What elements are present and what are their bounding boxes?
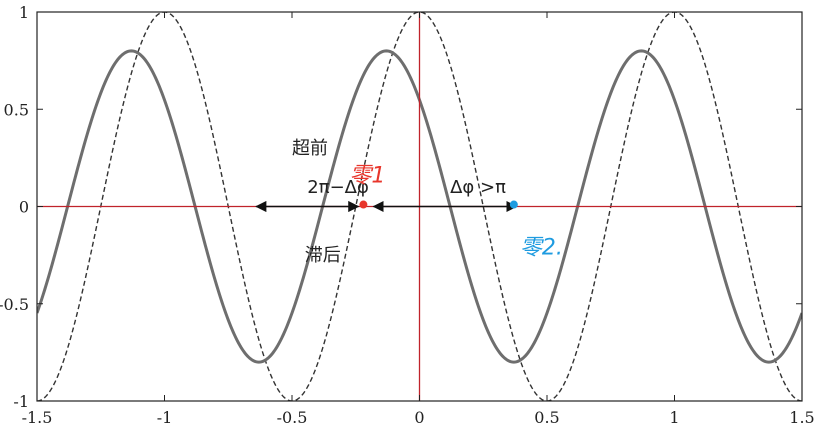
annotation-label-0: 超前 <box>292 138 328 159</box>
y-tick-label-0: -1 <box>13 392 29 411</box>
x-tick-label-2: -0.5 <box>277 408 308 427</box>
annotation-label-2: Δφ >π <box>450 177 506 198</box>
x-tick-label-0: -1.5 <box>22 408 53 427</box>
annotation-label-1: 2π−Δφ <box>307 177 369 198</box>
y-tick-label-4: 1 <box>19 3 29 22</box>
x-tick-label-3: 0 <box>414 408 424 427</box>
x-tick-label-6: 1.5 <box>789 408 814 427</box>
y-tick-label-1: -0.5 <box>0 295 29 314</box>
marker-label-0: 零1 <box>349 164 385 189</box>
marker-point-0 <box>359 200 368 209</box>
y-tick-label-2: 0 <box>19 198 29 217</box>
y-tick-label-3: 0.5 <box>4 100 29 119</box>
marker-label-1: 零2. <box>520 236 563 261</box>
marker-point-1 <box>509 200 518 209</box>
x-tick-label-1: -1 <box>157 408 173 427</box>
x-tick-label-5: 1 <box>669 408 679 427</box>
annotation-label-3: 滞后 <box>305 245 341 266</box>
x-tick-label-4: 0.5 <box>534 408 559 427</box>
